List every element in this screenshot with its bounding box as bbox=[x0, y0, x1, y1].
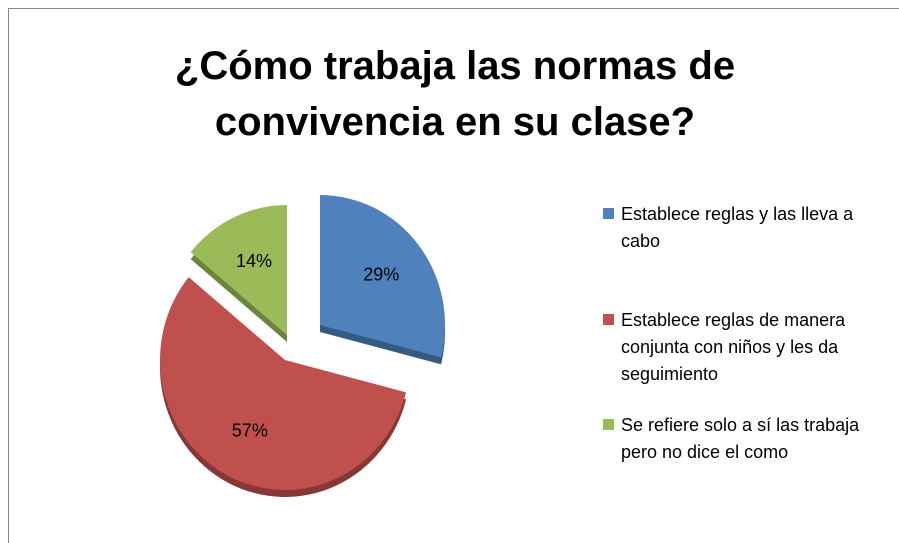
slice bbox=[160, 277, 407, 490]
data-label: 29% bbox=[363, 264, 399, 284]
chart-border bbox=[8, 8, 899, 543]
legend-swatch bbox=[603, 208, 614, 219]
legend-swatch bbox=[603, 314, 614, 325]
legend-label: Establece reglas de manera conjunta con … bbox=[621, 310, 846, 384]
legend-item: Se refiere solo a sí las trabaja pero no… bbox=[603, 412, 893, 466]
chart-title: ¿Cómo trabaja las normas de convivencia … bbox=[174, 44, 736, 144]
legend-swatch bbox=[603, 419, 614, 430]
data-label: 14% bbox=[236, 251, 272, 271]
slice bbox=[320, 195, 446, 358]
legend-item: Establece reglas de manera conjunta con … bbox=[603, 307, 893, 388]
legend-label: Se refiere solo a sí las trabaja pero no… bbox=[621, 415, 860, 462]
legend-item: Establece reglas y las lleva a cabo bbox=[603, 201, 893, 255]
legend-label: Establece reglas y las lleva a cabo bbox=[621, 204, 854, 251]
data-label: 57% bbox=[232, 421, 268, 441]
slice bbox=[190, 205, 287, 335]
